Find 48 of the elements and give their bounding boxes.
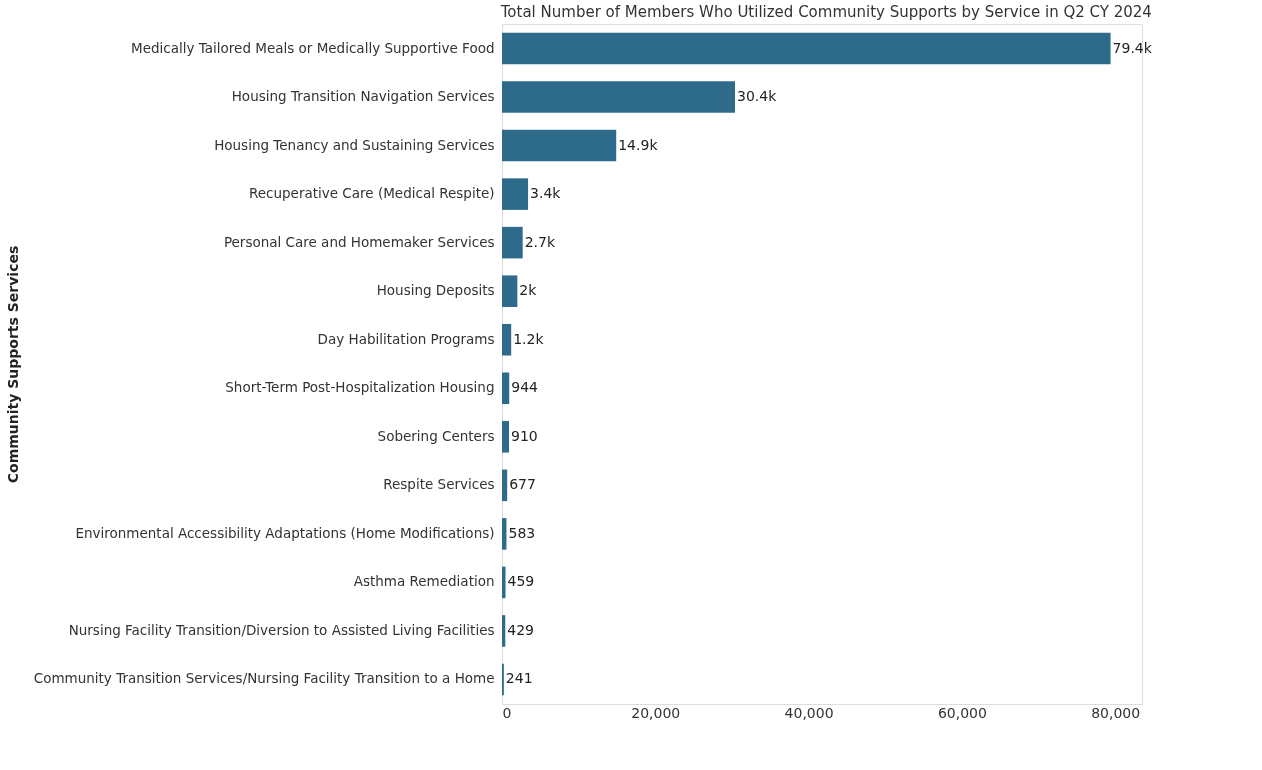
y-tick-label: Environmental Accessibility Adaptations (Home Modifications) — [75, 524, 495, 541]
bar — [502, 372, 510, 405]
bar — [502, 275, 518, 307]
y-tick-label: Sobering Centers — [377, 427, 495, 444]
data-label: 944 — [511, 379, 539, 396]
data-label: 3.4k — [530, 185, 562, 202]
bar — [502, 32, 1111, 65]
y-tick-label: Housing Transition Navigation Services — [231, 88, 495, 105]
x-tick-label: 80,000 — [1091, 704, 1141, 721]
y-tick-label: Respite Services — [383, 476, 495, 493]
chart-title: Total Number of Members Who Utilized Community Supports by Service in Q2 CY 2024 — [499, 3, 1152, 21]
x-tick-label: 20,000 — [631, 704, 681, 721]
y-tick-label: Short-Term Post-Hospitalization Housing — [225, 379, 495, 396]
bar — [502, 178, 529, 210]
bar — [502, 566, 506, 599]
bar — [502, 226, 523, 259]
y-tick-label: Day Habilitation Programs — [317, 330, 495, 347]
bar — [502, 421, 509, 453]
data-label: 459 — [507, 573, 535, 590]
data-label: 677 — [509, 476, 536, 493]
data-label: 30.4k — [737, 88, 778, 105]
bar — [502, 129, 617, 162]
data-label: 1.2k — [513, 330, 545, 347]
data-label: 910 — [510, 427, 538, 444]
y-tick-label: Housing Tenancy and Sustaining Services — [214, 136, 495, 153]
bar — [502, 518, 507, 550]
y-tick-label: Nursing Facility Transition/Diversion to Assisted Living Facilities — [68, 621, 495, 638]
bar — [502, 469, 508, 502]
bar — [502, 323, 512, 356]
x-tick-label: 0 — [502, 704, 512, 721]
data-label: 241 — [505, 670, 533, 687]
data-label: 429 — [507, 621, 535, 638]
data-label: 14.9k — [618, 136, 659, 153]
data-label: 583 — [508, 524, 536, 541]
y-tick-label: Asthma Remediation — [353, 573, 495, 590]
x-tick-label: 40,000 — [784, 704, 834, 721]
y-axis-title: Community Supports Services — [4, 245, 21, 484]
bar — [502, 615, 506, 647]
data-label: 79.4k — [1112, 39, 1153, 56]
y-tick-label: Personal Care and Homemaker Services — [223, 233, 495, 250]
y-tick-label: Housing Deposits — [376, 282, 495, 299]
y-tick-label: Medically Tailored Meals or Medically Supportive Food — [131, 39, 495, 56]
y-tick-label: Community Transition Services/Nursing Facility Transition to a Home — [33, 670, 495, 687]
data-label: 2k — [519, 282, 538, 299]
x-tick-label: 60,000 — [937, 704, 987, 721]
data-label: 2.7k — [524, 233, 556, 250]
y-tick-label: Recuperative Care (Medical Respite) — [248, 185, 495, 202]
bar — [502, 81, 736, 113]
